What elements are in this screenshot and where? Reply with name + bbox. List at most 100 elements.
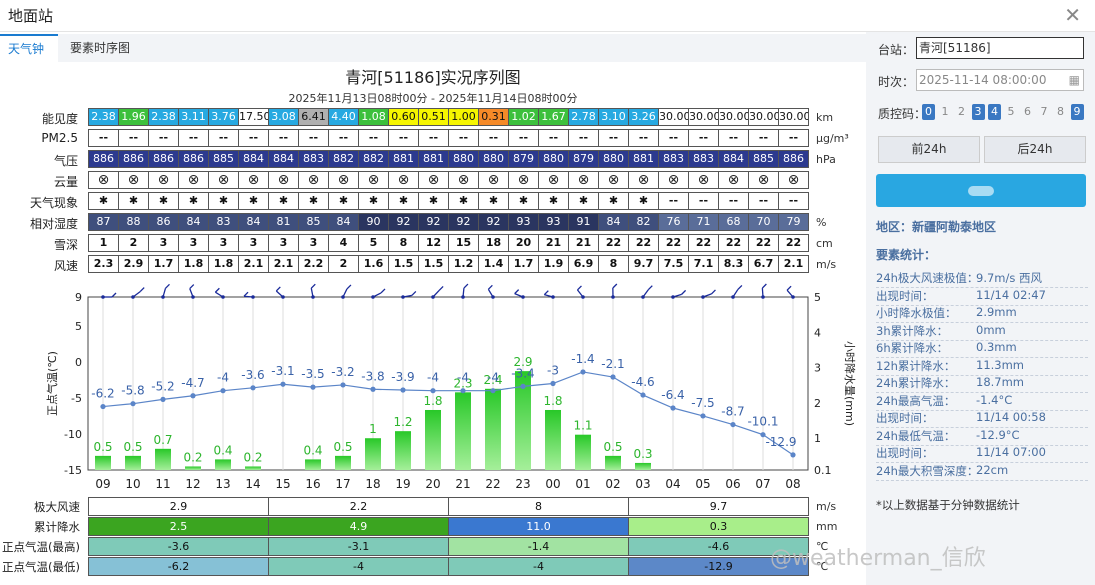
tab-element-timeseries[interactable]: 要素时序图	[70, 41, 131, 55]
precip-bar	[215, 459, 231, 470]
qc-code-5[interactable]: 5	[1007, 105, 1015, 118]
wind-barb-shaft	[132, 291, 141, 298]
qc-code-4[interactable]: 4	[988, 104, 1001, 120]
temperature-label: -5.8	[121, 384, 144, 398]
temperature-point	[670, 405, 676, 411]
x-tick-label: 14	[245, 477, 260, 491]
table-cell: 1.9	[538, 255, 569, 273]
stat-row: 12h累计降水： 11.3mm	[876, 358, 1088, 376]
query-button[interactable]	[876, 174, 1086, 207]
qc-code-7[interactable]: 7	[1040, 105, 1048, 118]
table-cell: 30.00	[658, 108, 689, 126]
table-cell: 17.50	[238, 108, 269, 126]
table-cell: 7.5	[658, 255, 689, 273]
stat-key: 3h累计降水：	[876, 323, 949, 338]
temperature-point	[220, 388, 226, 394]
table-cell: 71	[688, 213, 719, 231]
tab-weather-clock[interactable]: 天气钟	[0, 34, 58, 62]
x-tick-label: 23	[515, 477, 530, 491]
stat-key: 出现时间：	[876, 411, 934, 425]
table-cell: 93	[538, 213, 569, 231]
temperature-point	[490, 388, 496, 394]
temperature-label: -3	[547, 364, 559, 378]
row-label: 雪深	[53, 238, 78, 252]
precip-bar	[305, 459, 321, 470]
qc-code-6[interactable]: 6	[1024, 105, 1031, 118]
next-24h-button[interactable]: 后24h	[984, 136, 1086, 163]
table-cell: 3	[238, 234, 269, 252]
summary-row-unit: mm	[816, 520, 838, 533]
wind-barb-flag	[243, 291, 249, 297]
temperature-point	[730, 421, 736, 428]
table-cell: 1.8	[208, 255, 239, 273]
window-titlebar: 地面站 ✕	[0, 0, 1095, 32]
wind-barb-shaft	[732, 289, 739, 298]
precip-bar	[605, 455, 621, 470]
table-cell: ✱	[598, 192, 629, 210]
wind-barb-flag	[761, 283, 767, 289]
region-text: 地区：新疆阿勒泰地区	[876, 220, 997, 234]
qc-code-3[interactable]: 3	[971, 104, 985, 120]
wind-barb-flag	[514, 289, 520, 295]
table-cell: 2.1	[778, 255, 809, 273]
close-icon[interactable]: ✕	[1064, 3, 1081, 27]
qc-code-9[interactable]: 9	[1070, 104, 1084, 120]
qc-code-2[interactable]: 2	[958, 105, 965, 118]
calendar-icon[interactable]: ▦	[1068, 73, 1080, 87]
qc-code-1[interactable]: 1	[941, 105, 949, 118]
summary-row-unit: ℃	[816, 540, 829, 553]
temperature-point	[370, 386, 376, 392]
table-cell: 1.2	[448, 255, 479, 273]
table-cell: 68	[718, 213, 749, 231]
qc-code-0[interactable]: 0	[922, 104, 935, 120]
tab-bar: 天气钟 要素时序图	[0, 34, 866, 62]
precip-bar	[95, 455, 111, 470]
y-right-tick-label: 3	[814, 362, 821, 375]
stat-key: 24h最低气温：	[876, 428, 956, 443]
temperature-point	[430, 388, 436, 394]
qc-code-8[interactable]: 8	[1057, 105, 1064, 118]
table-cell: 883	[298, 150, 329, 168]
stat-value: -12.9°C	[976, 427, 1020, 442]
summary-cell: 2.5	[88, 517, 269, 536]
station-input[interactable]: 青河[51186]	[916, 37, 1084, 59]
table-cell: ✱	[298, 192, 329, 210]
wind-barb-shaft	[462, 287, 465, 298]
x-tick-label: 01	[575, 477, 590, 491]
precip-label: 0.5	[123, 440, 142, 454]
stat-value: 11/14 02:47	[976, 287, 1046, 302]
temperature-label: -3.5	[301, 367, 324, 381]
table-cell: 12	[418, 234, 449, 252]
y-left-tick-label: 9	[75, 291, 82, 304]
wind-barb-flag	[737, 284, 743, 290]
wind-barb-shaft	[672, 293, 682, 298]
temperature-point	[310, 384, 316, 390]
x-tick-label: 09	[95, 477, 110, 491]
wind-barb-flag	[438, 285, 444, 291]
wind-barb-shaft	[162, 288, 167, 298]
y-right-tick-label: 2	[814, 397, 821, 410]
table-cell: 3.26	[628, 108, 659, 126]
table-cell: 1	[88, 234, 119, 252]
wind-barb-shaft	[372, 292, 382, 298]
table-cell: ⊗	[628, 171, 659, 189]
table-cell: --	[268, 129, 299, 147]
wind-barb-shaft	[310, 288, 314, 298]
precip-label: 0.5	[603, 440, 622, 454]
temperature-point	[790, 452, 796, 458]
table-cell: 5	[358, 234, 389, 252]
table-cell: 1.4	[478, 255, 509, 273]
table-cell: --	[88, 129, 119, 147]
x-tick-label: 12	[185, 477, 200, 491]
precip-bar	[365, 438, 381, 470]
temperature-label: -2.1	[601, 357, 624, 371]
table-cell: 885	[208, 150, 239, 168]
wind-barb-flag	[139, 287, 145, 293]
precip-label: 0.4	[213, 443, 232, 457]
prev-24h-button[interactable]: 前24h	[878, 136, 980, 163]
stat-row: 出现时间： 11/14 00:58	[876, 410, 1088, 428]
precip-label: 0.5	[93, 440, 112, 454]
time-input[interactable]: 2025-11-14 08:00:00 ▦	[916, 69, 1084, 91]
precip-bar	[395, 431, 411, 470]
stat-key: 24h最高气温：	[876, 393, 956, 408]
